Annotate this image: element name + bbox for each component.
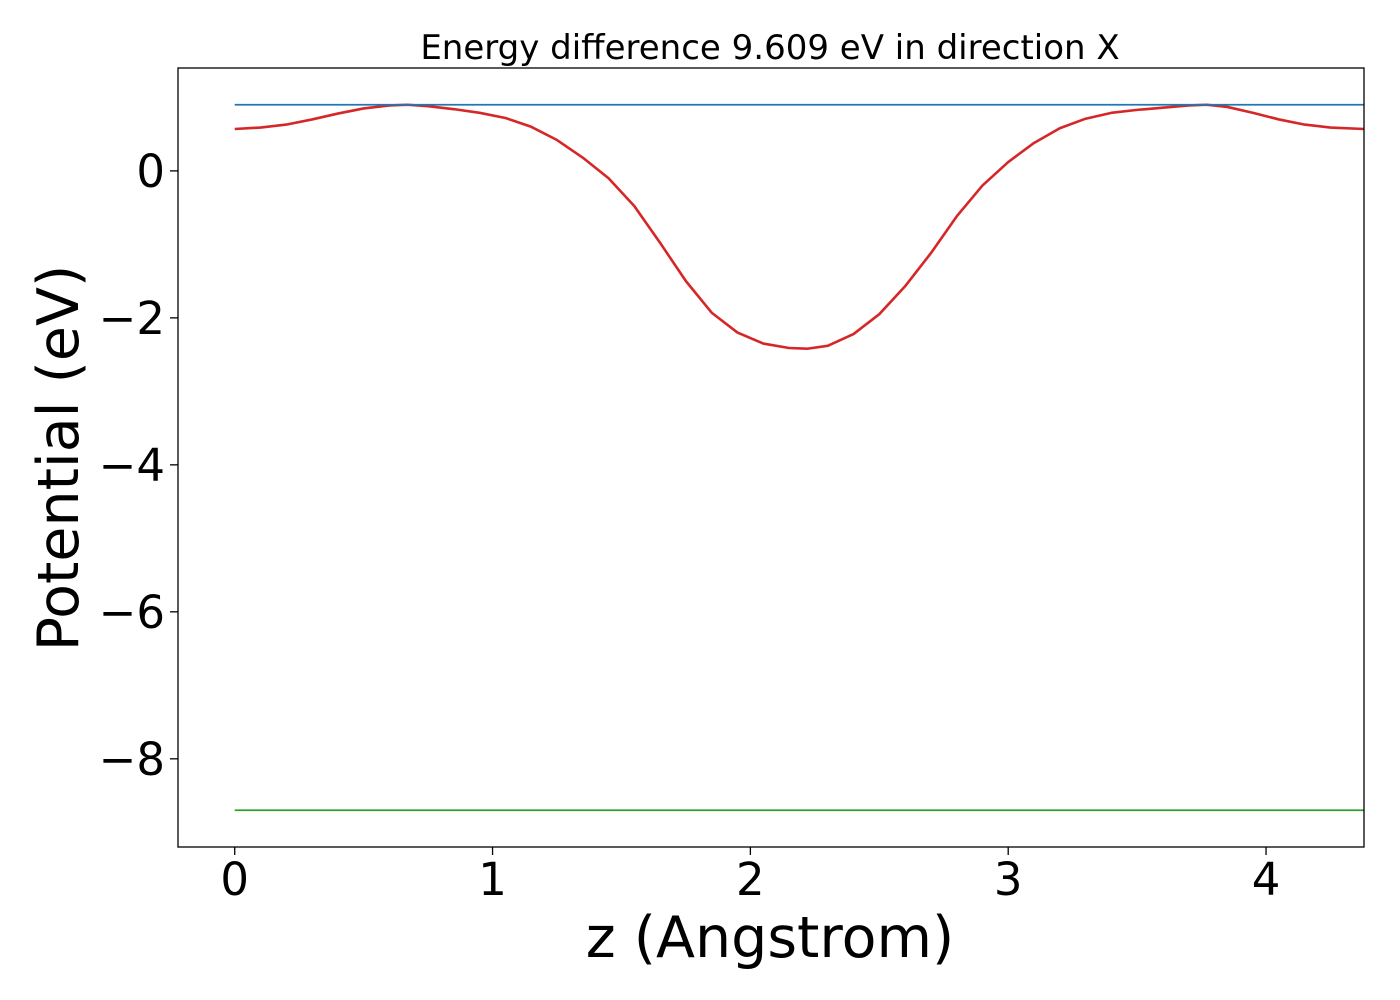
plot-area [234,103,1365,812]
x-axis-ticks: 0 1 2 3 4 [220,847,1280,906]
y-tick-label: −4 [99,439,165,492]
x-tick-label: 0 [220,853,249,906]
y-axis-ticks: 0 −2 −4 −6 −8 [99,145,178,786]
x-axis-title: z (Angstrom) [586,905,954,971]
x-tick-label: 2 [736,853,765,906]
x-tick-label: 4 [1252,853,1281,906]
y-axis-title: Potential (eV) [26,265,92,651]
x-tick-label: 3 [994,853,1023,906]
plot-frame [177,67,1365,848]
chart-title: Energy difference 9.609 eV in direction … [420,28,1119,68]
series-line-0 [234,103,1365,351]
y-tick-label: 0 [136,145,165,198]
y-tick-label: −6 [99,586,165,639]
y-tick-label: −8 [99,733,165,786]
x-tick-label: 1 [478,853,507,906]
y-tick-label: −2 [99,292,165,345]
